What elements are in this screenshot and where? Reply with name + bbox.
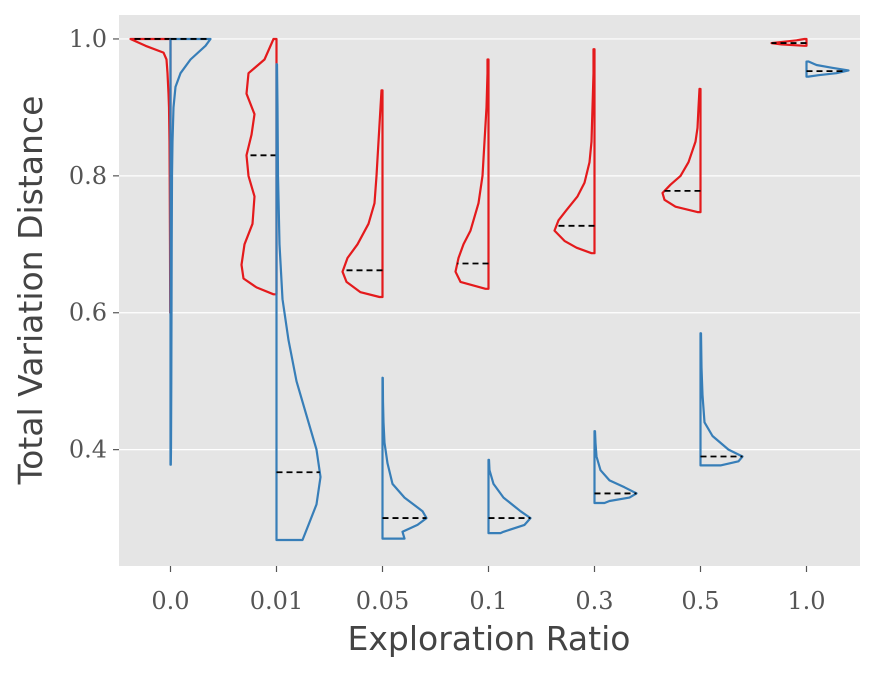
x-ticks: 0.0 0.01 0.05 0.1 0.3 0.5 1.0 <box>151 566 826 615</box>
violin-shape <box>487 458 532 535</box>
x-tick-label: 0.3 <box>575 587 613 615</box>
x-tick-label: 0.5 <box>681 587 719 615</box>
y-tick-label: 1.0 <box>69 25 107 53</box>
x-tick-label: 0.1 <box>469 587 507 615</box>
x-tick-label: 0.0 <box>151 587 189 615</box>
x-axis-label: Exploration Ratio <box>348 619 631 658</box>
violin-shape <box>275 63 322 542</box>
x-tick-label: 0.05 <box>356 587 409 615</box>
violin-shape <box>341 89 384 299</box>
y-axis-label: Total Variation Distance <box>11 96 50 486</box>
violin-shape <box>593 430 638 505</box>
x-tick-label: 0.01 <box>250 587 303 615</box>
violin-shape <box>553 48 596 255</box>
violin-shape <box>240 37 278 296</box>
violins <box>129 37 850 542</box>
x-tick-label: 1.0 <box>787 587 825 615</box>
violin-shape <box>169 37 212 466</box>
y-tick-label: 0.4 <box>69 436 107 464</box>
violin-shape <box>661 87 702 214</box>
violin-shape <box>381 376 428 540</box>
violin-shape <box>454 58 490 290</box>
y-tick-label: 0.6 <box>69 299 107 327</box>
y-ticks: 0.4 0.6 0.8 1.0 <box>69 25 119 464</box>
violin-shape <box>699 332 744 467</box>
y-tick-label: 0.8 <box>69 162 107 190</box>
